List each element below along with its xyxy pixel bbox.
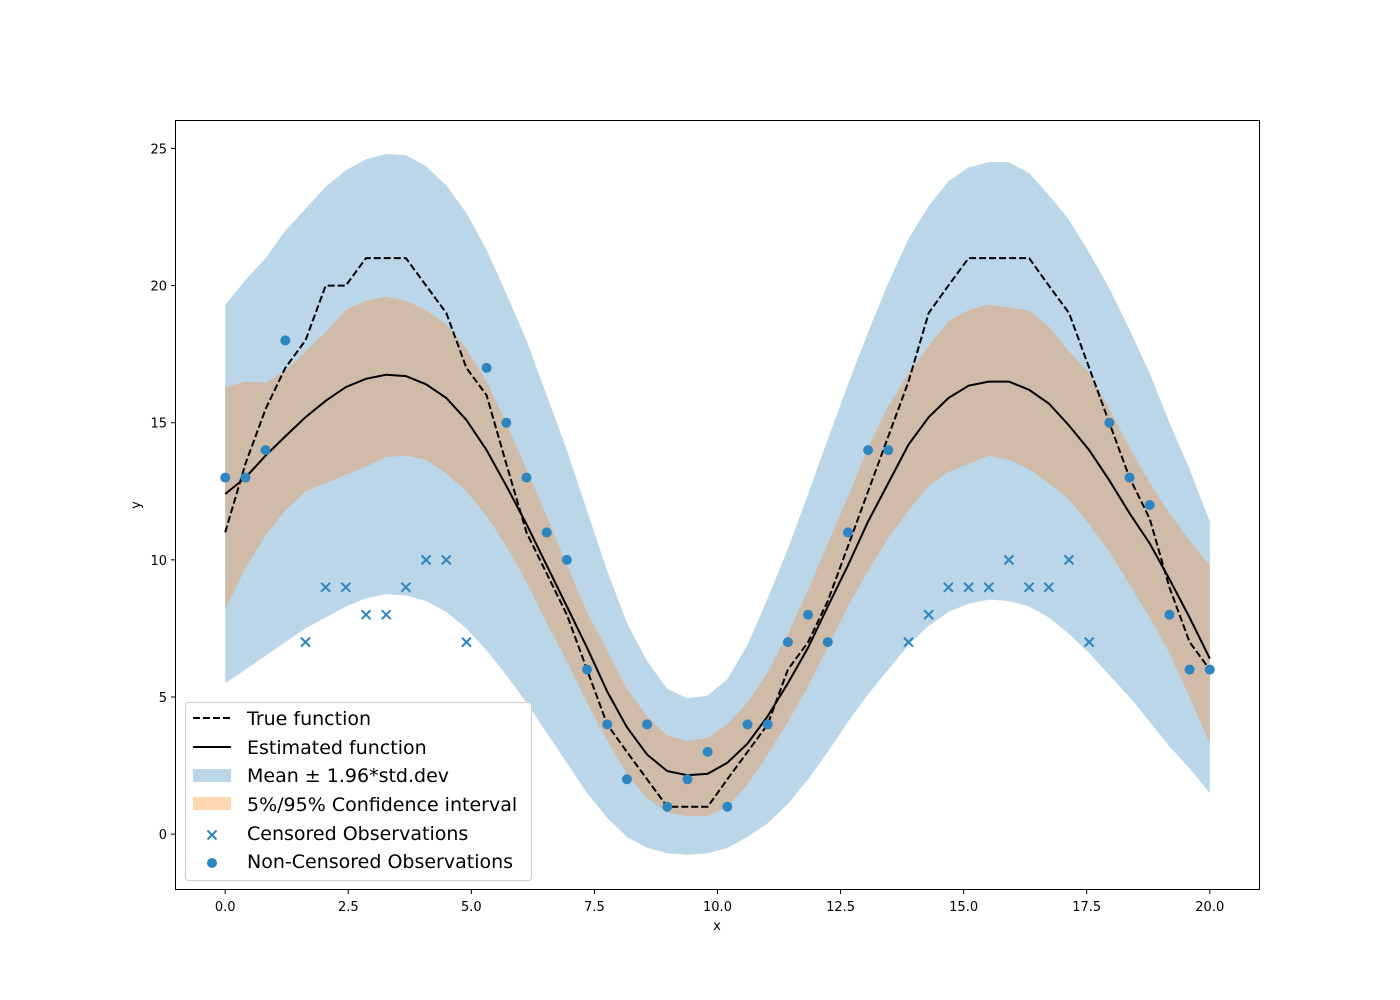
legend-confidence-interval-label: 5%/95% Confidence interval	[247, 794, 517, 816]
non-censored-observation	[1124, 472, 1135, 483]
censored-observation	[1063, 554, 1075, 566]
legend-confidence-interval-swatch	[193, 797, 231, 810]
y-axis-label: y	[129, 501, 144, 509]
non-censored-observation	[521, 472, 532, 483]
non-censored-observation	[280, 335, 291, 346]
non-censored-observation	[702, 746, 713, 757]
censored-observation	[943, 582, 954, 593]
censored-observation	[903, 636, 914, 648]
non-censored-observation	[782, 637, 793, 648]
x-tick-label: 0.0	[215, 900, 236, 915]
censored-observation	[1083, 636, 1095, 648]
censored-observation	[1023, 582, 1035, 593]
y-tick-label: 15	[150, 417, 167, 432]
censored-observation	[441, 554, 452, 566]
non-censored-observation	[803, 609, 814, 620]
x-tick-label: 5.0	[461, 900, 482, 915]
non-censored-observation	[260, 445, 271, 456]
x-tick-label: 20.0	[1195, 900, 1224, 915]
y-tick-label: 0	[159, 828, 167, 843]
legend-censored-label: Censored Observations	[247, 823, 468, 845]
censored-observation	[340, 582, 352, 593]
legend-non-censored-label: Non-Censored Observations	[247, 851, 513, 873]
function-lines	[224, 257, 1211, 808]
censored-observation	[320, 582, 331, 593]
x-axis-ticks: 0.0 2.5 5.0 7.5 10.0 12.5 15.0 17.5 20.0	[215, 889, 1224, 915]
x-tick-label: 2.5	[338, 900, 359, 915]
non-censored-observation	[883, 445, 894, 456]
non-censored-observation	[1164, 609, 1175, 620]
non-censored-observation	[762, 719, 773, 730]
non-censored-observation	[582, 664, 593, 675]
non-censored-observation	[682, 774, 693, 785]
non-censored-observation	[863, 445, 874, 456]
non-censored-observation	[1184, 664, 1195, 675]
x-tick-label: 15.0	[949, 900, 978, 915]
y-tick-label: 20	[150, 280, 167, 295]
non-censored-observation	[742, 719, 753, 730]
non-censored-observation	[240, 472, 251, 483]
non-censored-observation	[602, 719, 613, 730]
non-censored-observation	[501, 417, 512, 428]
x-tick-label: 7.5	[584, 900, 605, 915]
non-censored-observation	[1104, 417, 1115, 428]
non-censored-observation	[642, 719, 653, 730]
x-tick-label: 10.0	[703, 900, 732, 915]
legend-mean-std-label: Mean ± 1.96*std.dev	[247, 765, 449, 787]
legend-true-function-label: True function	[246, 708, 371, 730]
censored-observation	[1003, 554, 1015, 566]
x-tick-label: 17.5	[1072, 900, 1101, 915]
y-tick-label: 10	[150, 554, 167, 569]
legend-non-censored-marker	[207, 858, 217, 868]
non-censored-observation	[662, 801, 673, 812]
non-censored-observation	[481, 362, 492, 373]
non-censored-observation	[621, 774, 632, 785]
censored-observation	[400, 582, 412, 593]
censored-observation	[983, 582, 994, 593]
censored-observation	[380, 609, 392, 620]
y-axis-ticks: 0 5 10 15 20 25	[150, 142, 176, 843]
x-tick-label: 12.5	[826, 900, 855, 915]
legend: True function Estimated function Mean ± …	[185, 702, 532, 881]
censored-observation	[360, 609, 372, 620]
censored-observation	[963, 582, 974, 593]
censored-observation	[300, 636, 311, 648]
non-censored-observation	[1144, 500, 1155, 510]
observation-markers	[220, 335, 1215, 812]
true-function-line	[224, 257, 1211, 808]
non-censored-observation	[842, 527, 853, 538]
y-tick-label: 25	[150, 142, 167, 157]
censored-observation	[923, 609, 934, 620]
censored-observation	[461, 636, 472, 648]
legend-censored-marker	[206, 829, 218, 841]
non-censored-observation	[220, 472, 231, 483]
censored-observation	[420, 554, 432, 566]
legend-box	[185, 702, 532, 881]
x-axis-label: x	[713, 919, 721, 934]
legend-mean-std-swatch	[193, 769, 231, 782]
non-censored-observation	[1204, 664, 1215, 675]
legend-estimated-function-label: Estimated function	[247, 737, 427, 759]
estimated-function-line	[224, 373, 1211, 777]
non-censored-observation	[561, 554, 572, 565]
y-tick-label: 5	[159, 691, 167, 706]
censored-observation	[1043, 582, 1055, 593]
non-censored-observation	[722, 801, 733, 812]
non-censored-observation	[541, 527, 552, 538]
non-censored-observation	[822, 637, 833, 648]
